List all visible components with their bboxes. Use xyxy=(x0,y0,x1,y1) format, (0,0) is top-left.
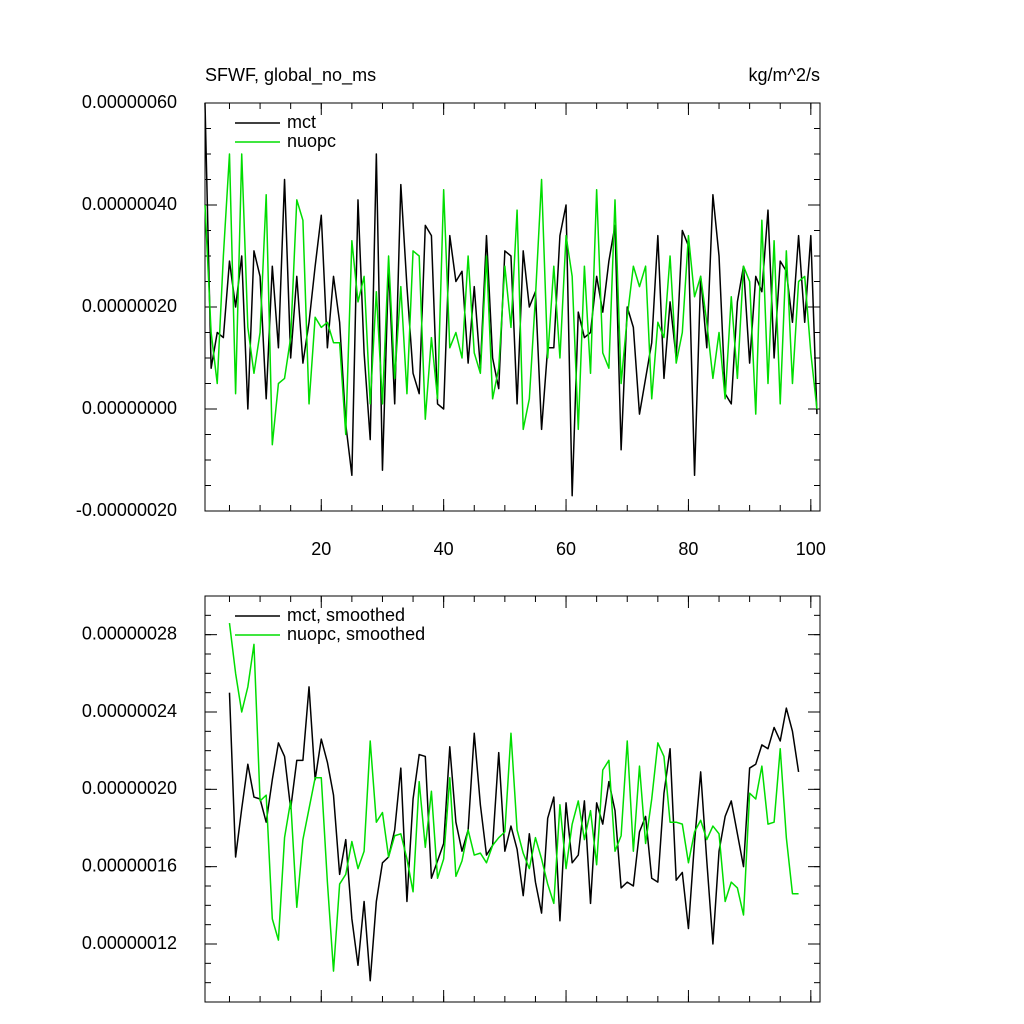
x-tick-label: 80 xyxy=(678,539,698,559)
y-tick-label: 0.00000016 xyxy=(82,855,177,875)
series-line xyxy=(228,686,800,982)
y-tick-label: 0.00000020 xyxy=(82,778,177,798)
y-tick-label: 0.00000024 xyxy=(82,701,177,721)
plot-frame xyxy=(204,595,821,1003)
legend-label: mct, smoothed xyxy=(287,605,405,625)
y-tick-label: 0.00000060 xyxy=(82,92,177,112)
y-tick-label: 0.00000028 xyxy=(82,623,177,643)
x-tick-label: 20 xyxy=(311,539,331,559)
series-line xyxy=(228,622,799,972)
legend-label: nuopc xyxy=(287,131,336,151)
series-line xyxy=(204,153,818,446)
x-tick-label: 100 xyxy=(796,539,826,559)
x-tick-label: 40 xyxy=(434,539,454,559)
y-tick-label: -0.00000020 xyxy=(76,500,177,520)
y-tick-label: 0.00000012 xyxy=(82,933,177,953)
series-line xyxy=(204,102,818,497)
legend-label: nuopc, smoothed xyxy=(287,624,425,644)
y-tick-label: 0.00000000 xyxy=(82,398,177,418)
chart-title: SFWF, global_no_ms xyxy=(205,65,376,86)
units-label: kg/m^2/s xyxy=(749,65,820,85)
legend-label: mct xyxy=(287,112,316,132)
x-tick-label: 60 xyxy=(556,539,576,559)
y-tick-label: 0.00000040 xyxy=(82,194,177,214)
y-tick-label: 0.00000020 xyxy=(82,296,177,316)
